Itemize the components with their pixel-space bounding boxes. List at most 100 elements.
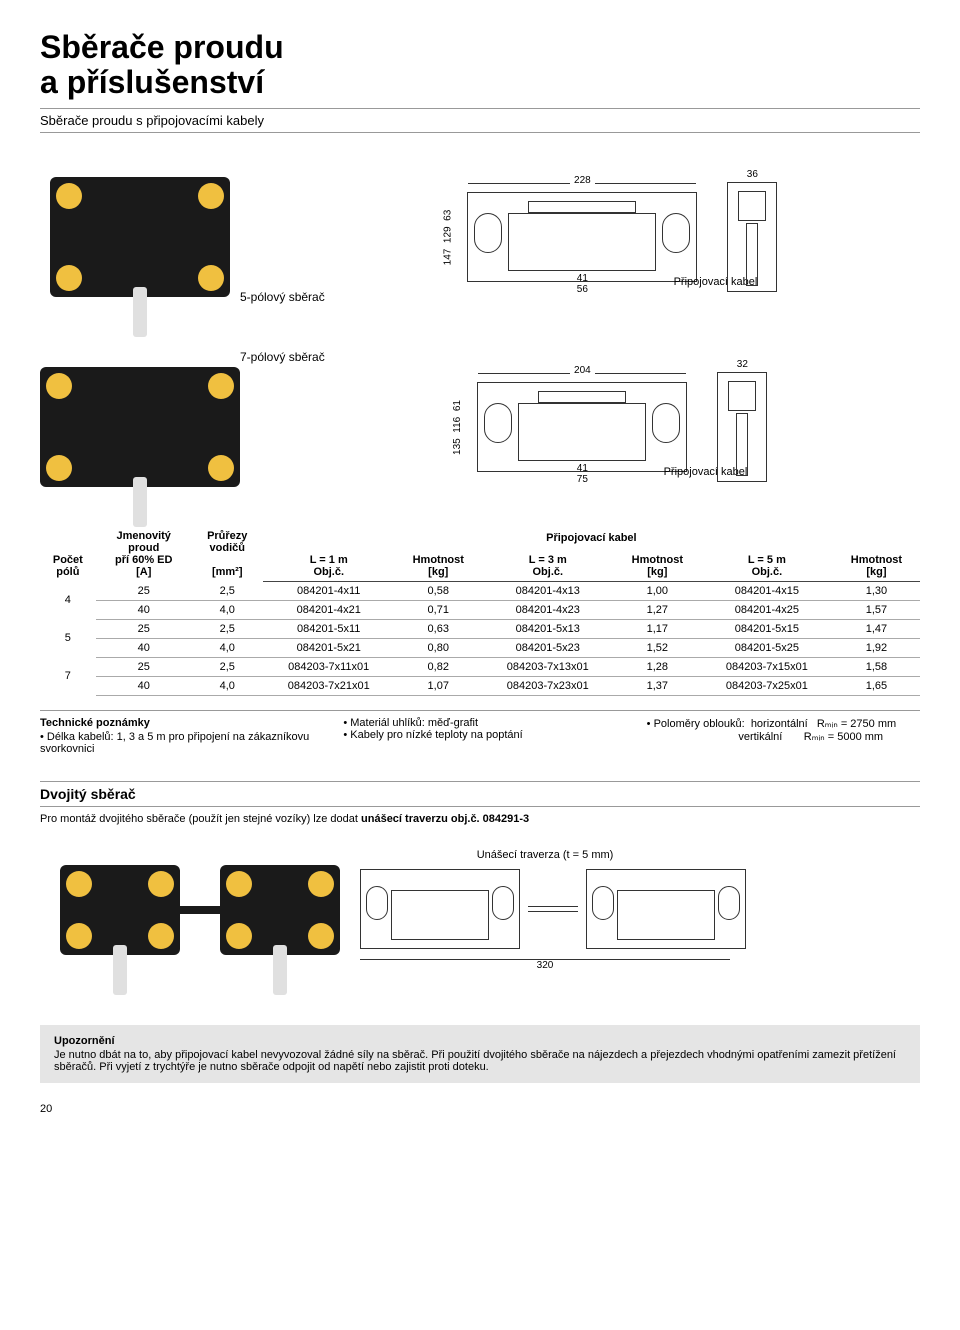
th-poles: Počet pólů — [40, 527, 96, 581]
warning-box: Upozornění Je nutno dbát na to, aby přip… — [40, 1025, 920, 1083]
table-cell: 2,5 — [192, 657, 263, 676]
table-cell: 084201-4x11 — [263, 581, 395, 600]
dim-7-h-top: 61 — [452, 400, 463, 411]
subtitle-bar: Sběrače proudu s připojovacími kabely — [40, 108, 920, 133]
table-cell: 2,5 — [192, 581, 263, 600]
dim-5-iw2: 56 — [577, 284, 588, 295]
double-row: Unášecí traverza (t = 5 mm) 320 — [40, 835, 920, 985]
double-drawing: Unášecí traverza (t = 5 mm) 320 — [360, 849, 920, 971]
table-cell: 25 — [96, 619, 192, 638]
table-row: 404,0084201-4x210,71084201-4x231,2708420… — [40, 600, 920, 619]
notes-title: Technické poznámky — [40, 717, 313, 729]
table-cell: 084203-7x25x01 — [701, 676, 833, 695]
table-cell: 0,80 — [395, 638, 482, 657]
table-cell: 1,92 — [833, 638, 920, 657]
dim-7-h-inner: 116 — [452, 417, 463, 433]
table-cell: 5 — [40, 619, 96, 657]
double-dim-320: 320 — [360, 959, 730, 971]
th-l3: L = 3 mObj.č. — [482, 547, 614, 581]
table-cell: 1,57 — [833, 600, 920, 619]
table-cell: 25 — [96, 657, 192, 676]
data-table: Počet pólů Jmenovitý proud pří 60% ED [A… — [40, 527, 920, 696]
table-cell: 084201-4x15 — [701, 581, 833, 600]
table-cell: 40 — [96, 638, 192, 657]
warning-text: Je nutno dbát na to, aby připojovací kab… — [54, 1049, 906, 1073]
row-5pole: 5-pólový sběrač 147 129 63 228 41 56 — [40, 147, 920, 327]
double-desc: Pro montáž dvojitého sběrače (použít jen… — [40, 813, 920, 825]
table-cell: 4 — [40, 581, 96, 619]
dim-5-h-inner: 129 — [442, 226, 453, 243]
dim-7-width: 204 — [570, 365, 595, 376]
table-cell: 084201-5x23 — [482, 638, 614, 657]
table-cell: 084203-7x11x01 — [263, 657, 395, 676]
table-cell: 4,0 — [192, 638, 263, 657]
table-cell: 1,65 — [833, 676, 920, 695]
photo-7pole — [40, 352, 240, 502]
photo-5pole — [40, 162, 240, 312]
table-cell: 0,71 — [395, 600, 482, 619]
dim-7-iw1: 41 — [577, 463, 588, 474]
table-cell: 1,52 — [614, 638, 701, 657]
dim-5-width: 228 — [570, 175, 595, 186]
dim-5-h-outer: 147 — [442, 249, 453, 266]
th-current: Jmenovitý proud pří 60% ED [A] — [96, 527, 192, 581]
warning-title: Upozornění — [54, 1035, 906, 1047]
dim-5-iw1: 41 — [577, 273, 588, 284]
table-cell: 1,27 — [614, 600, 701, 619]
table-cell: 0,58 — [395, 581, 482, 600]
th-l5: L = 5 mObj.č. — [701, 547, 833, 581]
table-cell: 1,30 — [833, 581, 920, 600]
table-cell: 084201-4x13 — [482, 581, 614, 600]
table-cell: 7 — [40, 657, 96, 695]
drawing-5pole: 147 129 63 228 41 56 Připojovací kabel 3… — [325, 182, 920, 292]
table-row: 404,0084201-5x210,80084201-5x231,5208420… — [40, 638, 920, 657]
table-cell: 084203-7x15x01 — [701, 657, 833, 676]
table-cell: 25 — [96, 581, 192, 600]
dim-5-side: 36 — [728, 169, 776, 180]
note-3: Poloměry oblouků: horizontální Rₘᵢₙ = 27… — [647, 717, 920, 743]
table-cell: 084201-4x21 — [263, 600, 395, 619]
table-row: 5252,5084201-5x110,63084201-5x131,170842… — [40, 619, 920, 638]
double-heading: Dvojitý sběrač — [40, 781, 920, 807]
page-title: Sběrače proudu a příslušenství — [40, 30, 920, 100]
title-line-2: a příslušenství — [40, 64, 264, 100]
note-1: Délka kabelů: 1, 3 a 5 m pro připojení n… — [40, 731, 313, 755]
table-cell: 084201-5x13 — [482, 619, 614, 638]
page-number: 20 — [40, 1103, 920, 1115]
dim-7-side: 32 — [718, 359, 766, 370]
table-cell: 0,63 — [395, 619, 482, 638]
dim-7-h-outer: 135 — [452, 438, 463, 455]
table-cell: 084203-7x23x01 — [482, 676, 614, 695]
table-cell: 084201-5x11 — [263, 619, 395, 638]
table-cell: 0,82 — [395, 657, 482, 676]
table-row: 404,0084203-7x21x011,07084203-7x23x011,3… — [40, 676, 920, 695]
table-cell: 084201-5x15 — [701, 619, 833, 638]
traverse-label: Unášecí traverza (t = 5 mm) — [360, 849, 730, 861]
table-cell: 40 — [96, 676, 192, 695]
title-line-1: Sběrače proudu — [40, 29, 284, 65]
table-cell: 1,17 — [614, 619, 701, 638]
table-cell: 1,37 — [614, 676, 701, 695]
th-cable: Připojovací kabel — [263, 527, 920, 547]
th-w1: Hmotnost [kg] — [395, 547, 482, 581]
table-cell: 084203-7x13x01 — [482, 657, 614, 676]
table-cell: 1,00 — [614, 581, 701, 600]
th-cross: Průřezy vodičů [mm²] — [192, 527, 263, 581]
table-cell: 084201-4x23 — [482, 600, 614, 619]
table-row: 7252,5084203-7x11x010,82084203-7x13x011,… — [40, 657, 920, 676]
th-w3: Hmotnost [kg] — [614, 547, 701, 581]
table-cell: 084201-4x25 — [701, 600, 833, 619]
table-cell: 1,28 — [614, 657, 701, 676]
tech-notes: Technické poznámky Délka kabelů: 1, 3 a … — [40, 710, 920, 755]
table-cell: 084203-7x21x01 — [263, 676, 395, 695]
table-cell: 084201-5x21 — [263, 638, 395, 657]
drawing-7pole: 135 116 61 204 41 75 Připojovací kabel 3… — [325, 372, 920, 482]
table-cell: 4,0 — [192, 600, 263, 619]
table-cell: 084201-5x25 — [701, 638, 833, 657]
dim-7-iw2: 75 — [577, 474, 588, 485]
table-cell: 1,47 — [833, 619, 920, 638]
collector-5pole-label: 5-pólový sběrač — [240, 290, 325, 304]
th-l1: L = 1 mObj.č. — [263, 547, 395, 581]
collector-7pole-label: 7-pólový sběrač — [240, 350, 325, 364]
table-cell: 2,5 — [192, 619, 263, 638]
